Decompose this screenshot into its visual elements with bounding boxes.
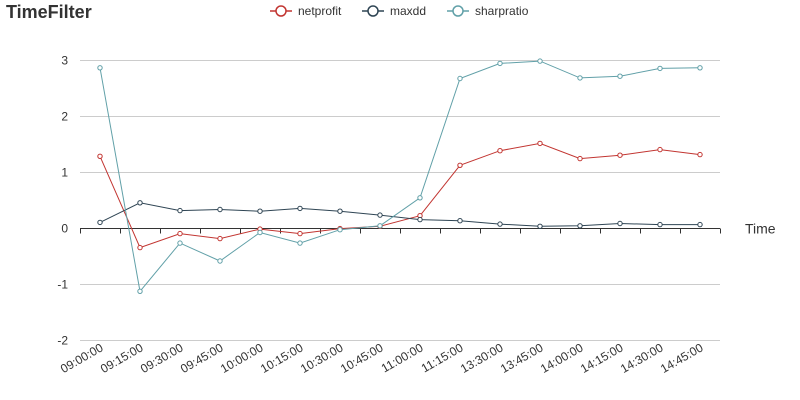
data-point-netprofit[interactable] <box>137 244 143 251</box>
data-point-netprofit[interactable] <box>297 230 303 237</box>
data-point-maxdd[interactable] <box>337 208 343 214</box>
series-group <box>97 58 703 294</box>
data-point-netprofit[interactable] <box>697 151 703 158</box>
data-point-sharpratio[interactable] <box>537 58 543 64</box>
legend-item-sharpratio[interactable]: sharpratio <box>447 4 529 18</box>
legend-item-netprofit[interactable]: netprofit <box>270 4 342 18</box>
data-point-maxdd[interactable] <box>97 219 103 226</box>
data-point-netprofit[interactable] <box>657 146 663 153</box>
legend-marker <box>367 5 379 17</box>
y-tick-label: 2 <box>61 110 68 124</box>
x-tick-label: 14:30:00 <box>618 340 666 376</box>
data-point-netprofit[interactable] <box>457 162 463 169</box>
x-tick-label: 13:45:00 <box>498 340 546 376</box>
series-line-maxdd <box>99 202 700 227</box>
data-point-netprofit[interactable] <box>617 152 623 158</box>
y-tick-label: 1 <box>61 166 68 180</box>
data-point-sharpratio[interactable] <box>497 60 503 67</box>
data-point-maxdd[interactable] <box>377 212 383 218</box>
data-point-sharpratio[interactable] <box>417 195 423 201</box>
y-tick-label: 3 <box>61 54 68 68</box>
data-point-maxdd[interactable] <box>657 221 663 228</box>
data-point-maxdd[interactable] <box>697 221 703 228</box>
x-tick-label: 14:15:00 <box>578 340 626 376</box>
data-point-sharpratio[interactable] <box>97 65 103 71</box>
legend-marker <box>452 5 464 17</box>
legend: netprofit maxdd sharpratio <box>270 4 529 18</box>
legend-label: netprofit <box>298 4 342 18</box>
x-tick-label: 10:45:00 <box>338 340 386 376</box>
data-point-maxdd[interactable] <box>577 223 583 229</box>
data-point-sharpratio[interactable] <box>297 240 303 246</box>
x-tick-label: 10:00:00 <box>218 340 266 376</box>
data-point-maxdd[interactable] <box>297 205 303 212</box>
x-tick-label: 14:00:00 <box>538 340 586 376</box>
data-point-maxdd[interactable] <box>497 221 503 227</box>
series-line-netprofit <box>99 142 701 249</box>
data-point-sharpratio[interactable] <box>377 223 383 229</box>
data-point-sharpratio[interactable] <box>657 65 663 72</box>
data-point-maxdd[interactable] <box>617 220 623 227</box>
x-axis-label: Time <box>745 221 776 237</box>
data-point-sharpratio[interactable] <box>177 240 183 246</box>
data-point-maxdd[interactable] <box>137 200 143 206</box>
legend-marker <box>275 5 287 17</box>
y-tick-label: -2 <box>57 334 68 348</box>
x-tick-label: 10:15:00 <box>258 340 306 376</box>
data-point-maxdd[interactable] <box>537 223 543 230</box>
data-point-maxdd[interactable] <box>417 216 423 223</box>
data-point-netprofit[interactable] <box>577 155 583 162</box>
data-point-sharpratio[interactable] <box>697 65 703 71</box>
data-point-netprofit[interactable] <box>537 140 543 147</box>
y-tick-label: 0 <box>61 222 68 236</box>
x-tick-label: 11:15:00 <box>419 340 466 375</box>
chart-title: TimeFilter <box>6 2 92 22</box>
data-point-netprofit[interactable] <box>497 148 503 154</box>
data-point-sharpratio[interactable] <box>337 227 343 233</box>
legend-label: sharpratio <box>475 4 529 18</box>
legend-label: maxdd <box>390 4 426 18</box>
x-tick-label: 14:45:00 <box>658 340 706 376</box>
x-tick-label: 09:45:00 <box>178 340 226 376</box>
x-tick-label: 09:15:00 <box>98 340 146 376</box>
data-point-netprofit[interactable] <box>97 153 103 160</box>
y-tick-label: -1 <box>57 278 68 292</box>
x-axis: 09:00:0009:15:0009:30:0009:45:0010:00:00… <box>58 228 721 376</box>
data-point-sharpratio[interactable] <box>137 288 143 294</box>
x-tick-label: 09:30:00 <box>138 340 186 376</box>
data-point-sharpratio[interactable] <box>577 75 583 81</box>
data-point-sharpratio[interactable] <box>217 258 223 264</box>
data-point-maxdd[interactable] <box>257 208 263 214</box>
y-axis: -2 -1 0 1 2 3 <box>57 54 68 348</box>
data-point-sharpratio[interactable] <box>257 229 263 236</box>
data-point-sharpratio[interactable] <box>617 73 623 79</box>
data-point-sharpratio[interactable] <box>457 75 463 82</box>
data-point-maxdd[interactable] <box>217 206 223 213</box>
data-point-maxdd[interactable] <box>457 218 463 224</box>
x-tick-label: 10:30:00 <box>298 340 346 376</box>
data-point-netprofit[interactable] <box>177 230 183 237</box>
x-tick-label: 11:00:00 <box>379 340 426 375</box>
x-tick-label: 13:30:00 <box>458 340 506 376</box>
data-point-maxdd[interactable] <box>177 207 183 214</box>
series-line-sharpratio <box>99 60 701 293</box>
legend-item-maxdd[interactable]: maxdd <box>362 4 426 18</box>
grid-lines <box>80 60 720 341</box>
data-point-netprofit[interactable] <box>217 235 223 242</box>
